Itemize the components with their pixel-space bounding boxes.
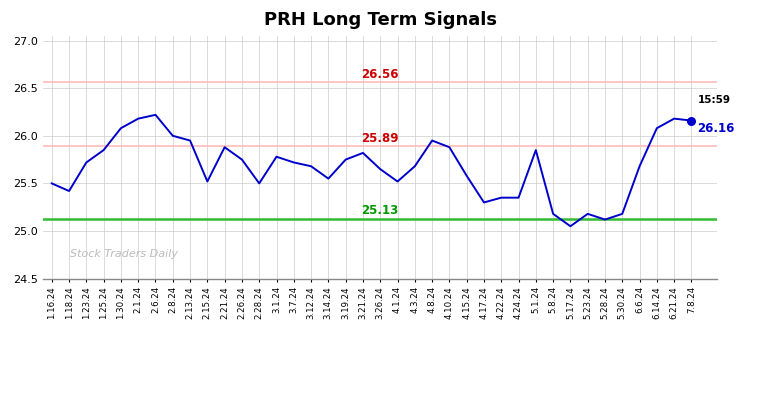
Text: 15:59: 15:59 (698, 96, 731, 105)
Text: 25.13: 25.13 (361, 204, 399, 217)
Text: 26.56: 26.56 (361, 68, 399, 81)
Text: 25.89: 25.89 (361, 131, 399, 144)
Point (685, 117, 698, 124)
Text: Stock Traders Daily: Stock Traders Daily (70, 249, 178, 259)
Title: PRH Long Term Signals: PRH Long Term Signals (263, 11, 497, 29)
Text: 26.16: 26.16 (698, 123, 735, 135)
